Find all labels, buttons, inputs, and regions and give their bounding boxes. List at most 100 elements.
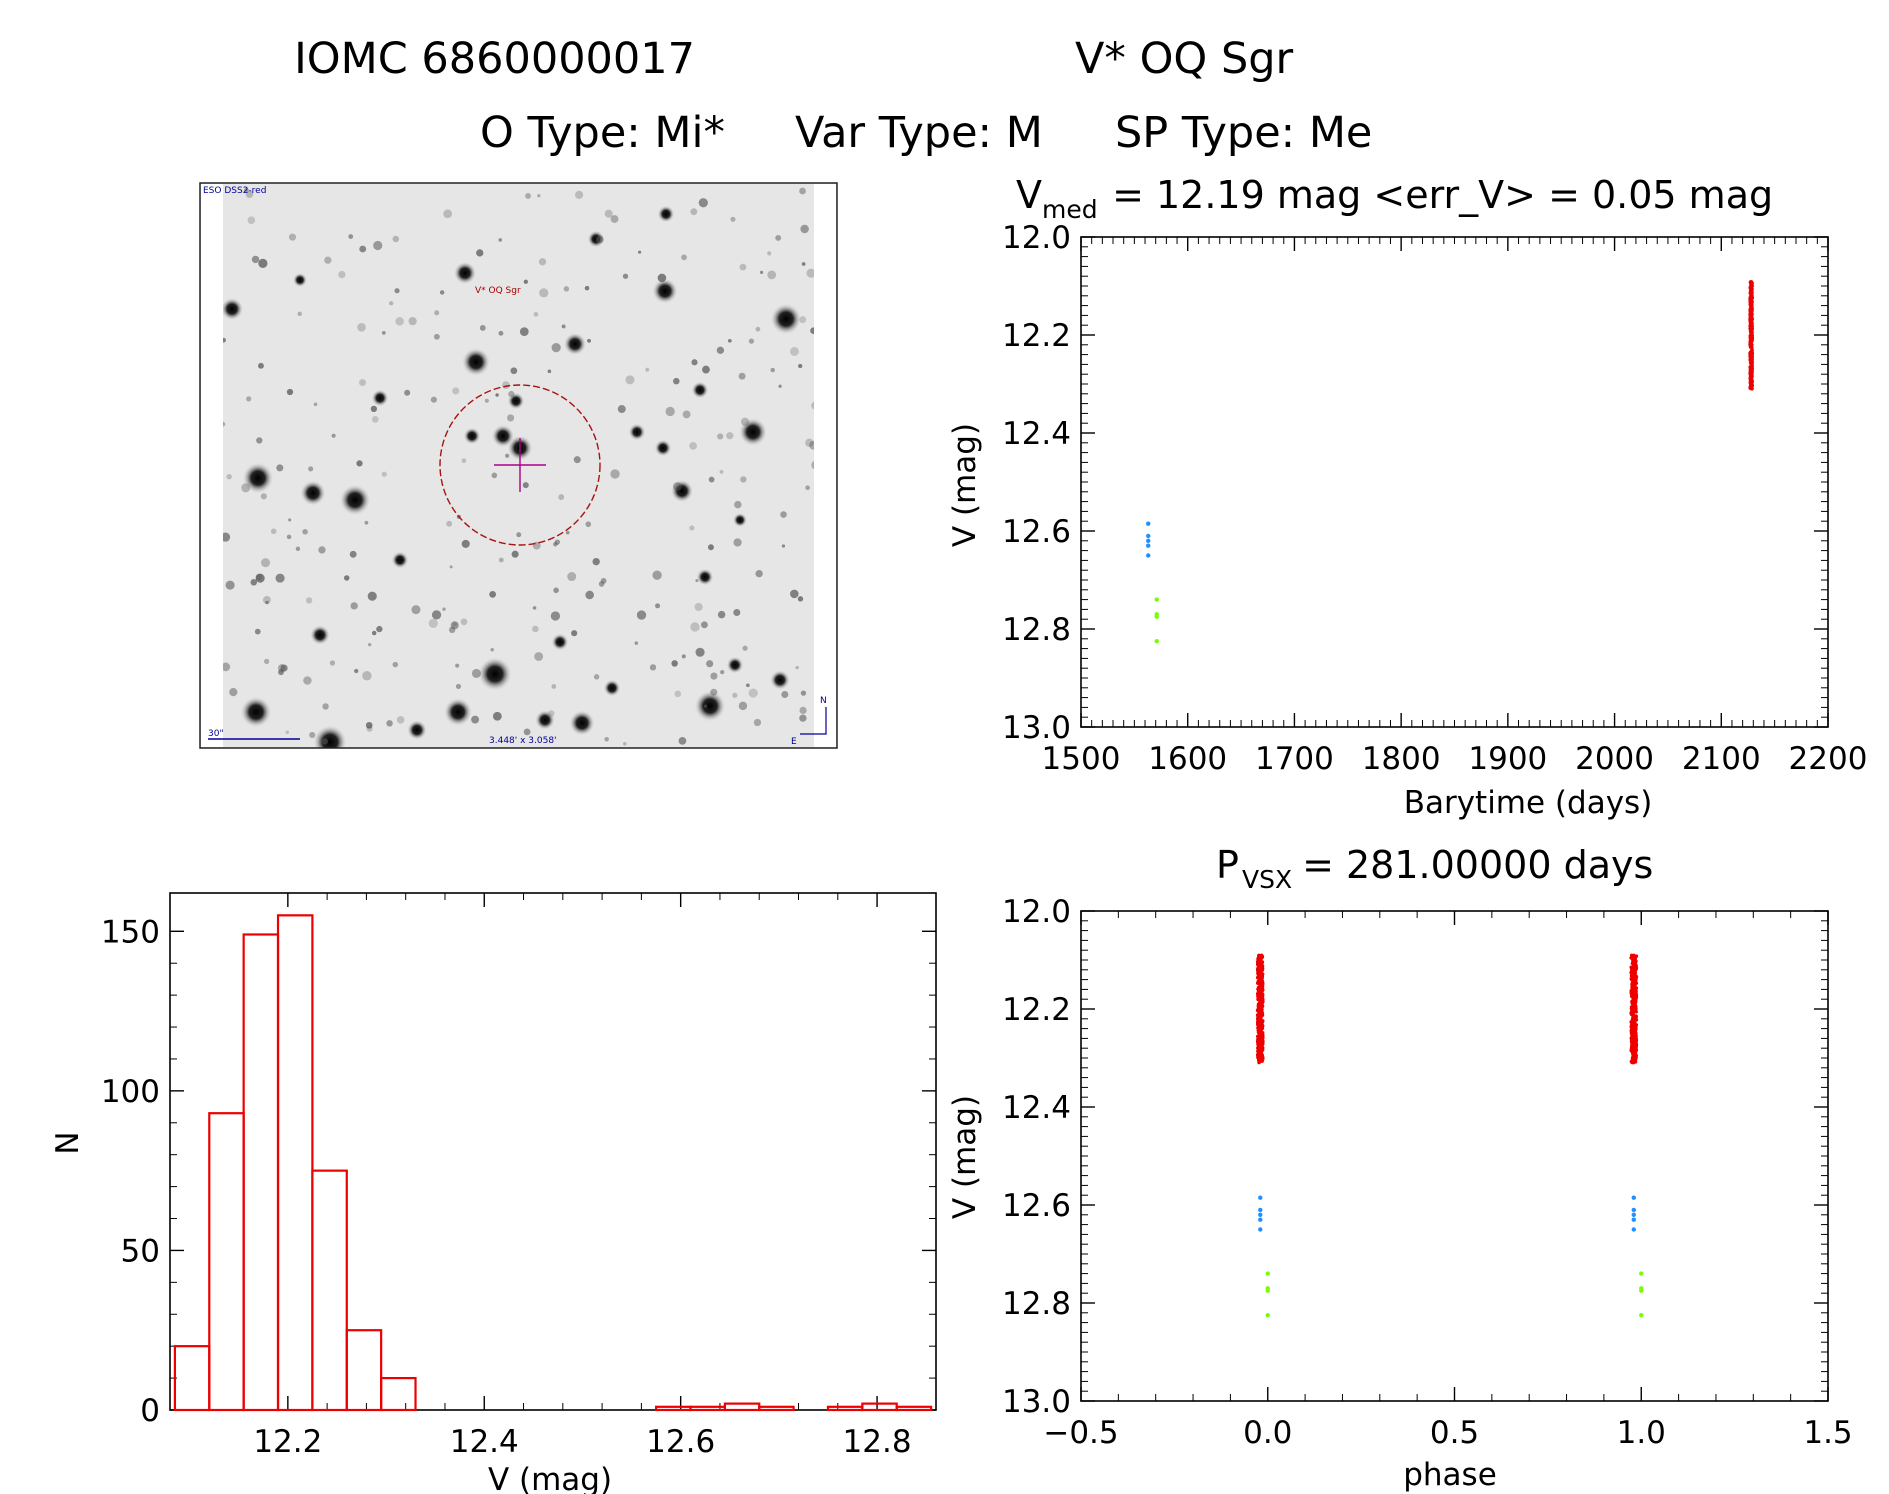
sky-star-faint [738,372,746,380]
light-curve-point [1750,364,1754,368]
sky-star-faint [733,538,742,547]
sky-star-faint [726,432,734,440]
sky-star [313,725,347,748]
header-object-id: IOMC 6860000017 [294,34,695,84]
x-tick-label: 1.5 [1803,1415,1852,1451]
sky-star-faint [585,590,594,600]
plot-frame [1080,910,1829,1402]
y-tick-label: 12.6 [1002,1188,1071,1224]
x-tick-label: 12.6 [646,1424,715,1460]
light-curve-point [1748,340,1753,344]
sky-star-faint [395,317,404,326]
phased-curve-point [1256,1015,1261,1020]
sky-star-faint [753,718,762,727]
sky-star-faint [225,580,235,590]
sky-star-faint [604,737,609,742]
phased-curve-point [1258,1227,1263,1232]
sky-star-faint [448,626,456,634]
phased-curve-point [1632,959,1636,964]
x-tick-label: 1500 [1042,741,1121,777]
phased-curve-point [1258,1032,1263,1037]
target-circle [439,384,601,546]
sky-star [652,278,678,304]
histogram-chart: 12.2 12.4 12.6 12.8 0 50 100 150 V (mag) N [50,892,937,1494]
sky-star [694,690,726,722]
sky-star-faint [392,661,398,668]
phased-curve-point [1631,1212,1636,1218]
sky-star-faint [286,388,294,396]
phased-curve-point [1634,1027,1638,1032]
x-tick-label: 1600 [1148,741,1227,777]
sky-star-faint [790,347,799,356]
sky-star-faint [720,670,725,675]
phased-curve-title-prefix: P [1216,843,1239,887]
sky-star-faint [392,235,400,243]
sky-star-faint [430,396,437,403]
sky-star-faint [495,393,499,397]
sky-star [463,427,481,445]
sky-star-faint [805,485,810,491]
histogram-ylabel: N [50,1131,86,1154]
sky-star-faint [446,520,453,527]
sky-star-faint [439,290,445,295]
light-curve-point [1749,314,1753,319]
sky-star-faint [681,654,686,659]
sky-star-faint [254,628,261,635]
sky-star-faint [408,316,417,326]
x-tick-label: 1.0 [1617,1415,1666,1451]
sky-star-faint [655,603,661,609]
phased-curve-point [1260,1059,1264,1063]
phased-curve-point [1259,1054,1264,1058]
sky-star-faint [690,208,698,216]
light-curve-point [1146,553,1151,558]
x-tick-label: 0.0 [1243,1415,1292,1451]
sky-star-faint [645,367,650,372]
compass-east-label: E [791,737,797,747]
phased-curve-point [1265,1313,1270,1318]
sky-star-faint [739,263,747,271]
sky-star [603,679,621,697]
light-curve-point [1750,360,1754,365]
sky-star-faint [690,622,700,632]
sky-star-faint [221,662,231,672]
sky-star-faint [354,668,359,674]
phased-curve-point [1259,1026,1264,1031]
sky-star-faint [533,312,539,317]
phased-curve-point [1630,985,1634,990]
sky-star-faint [710,672,718,680]
sky-star [300,480,326,506]
phased-curve-point [1633,980,1637,985]
phased-curve-points [1255,953,1644,1318]
histogram-bar [861,1402,898,1412]
light-curve-point [1749,372,1754,376]
header-variable-type: Var Type: M [795,108,1043,158]
sky-star-faint [322,703,329,710]
compass-arrows [800,707,827,735]
phased-curve-point [1265,1288,1270,1293]
light-curve-point [1748,351,1753,356]
phased-curve-title-subscript: VSX [1242,865,1292,894]
sky-star-faint [574,190,584,199]
sky-star-faint [760,270,764,274]
sky-star-faint [617,405,626,414]
sky-star-faint [344,575,350,581]
phased-curve-point [1630,1037,1634,1042]
sky-star-faint [373,240,383,251]
target-label: V* OQ Sgr [475,286,521,296]
phased-curve-point [1632,956,1636,960]
light-curve-points [1146,280,1755,644]
header-spectral-type: SP Type: Me [1115,108,1372,158]
light-curve-point [1146,533,1151,539]
sky-star-faint [329,660,336,666]
y-tick-label: 12.6 [1002,514,1071,550]
sky-star [535,710,555,730]
sky-star-faint [460,618,468,626]
sky-star-faint [246,396,252,402]
y-tick-label: 12.2 [1002,318,1071,354]
sky-star-faint [707,544,714,551]
phased-curve-point [1259,992,1264,997]
light-curve-point [1749,318,1754,322]
sky-star-faint [799,706,807,714]
phased-curve-point [1629,1047,1634,1052]
phased-curve-point [1631,1030,1636,1034]
